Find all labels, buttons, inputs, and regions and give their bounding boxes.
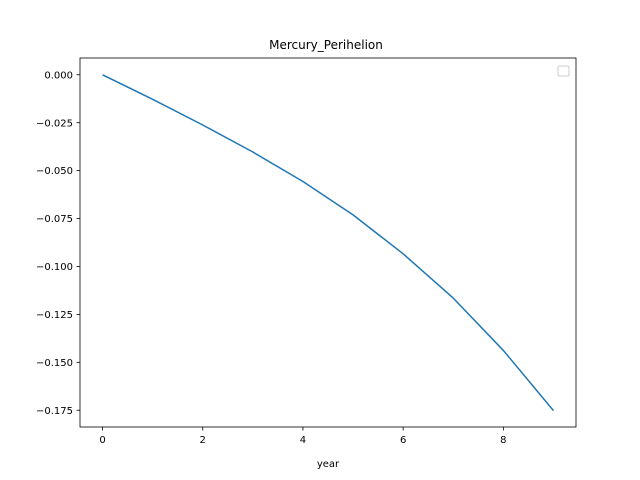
plot-frame <box>79 57 577 428</box>
plot-area <box>80 58 576 427</box>
x-axis-label: year <box>317 459 340 470</box>
x-axis: 0 2 4 6 8 <box>99 427 507 446</box>
y-tick-label: −0.075 <box>36 214 73 225</box>
x-tick-label: 0 <box>99 435 105 446</box>
x-tick-label: 4 <box>300 435 306 446</box>
chart-title: Mercury_Perihelion <box>269 38 383 52</box>
y-tick-label: 0.000 <box>44 70 73 81</box>
y-axis: 0.000 −0.025 −0.050 −0.075 −0.100 −0.125 −0.15… <box>36 70 80 417</box>
y-tick-label: −0.025 <box>36 118 73 129</box>
x-tick-label: 8 <box>500 435 506 446</box>
x-tick-label: 2 <box>200 435 206 446</box>
y-tick-label: −0.175 <box>36 406 73 417</box>
y-tick-label: −0.125 <box>36 310 73 321</box>
y-tick-label: −0.100 <box>36 262 73 273</box>
y-tick-label: −0.050 <box>36 166 73 177</box>
series-line-0 <box>102 74 555 412</box>
x-tick-label: 6 <box>400 435 406 446</box>
y-tick-label: −0.150 <box>36 358 73 369</box>
legend-box <box>557 65 570 77</box>
series-layer <box>102 74 555 412</box>
